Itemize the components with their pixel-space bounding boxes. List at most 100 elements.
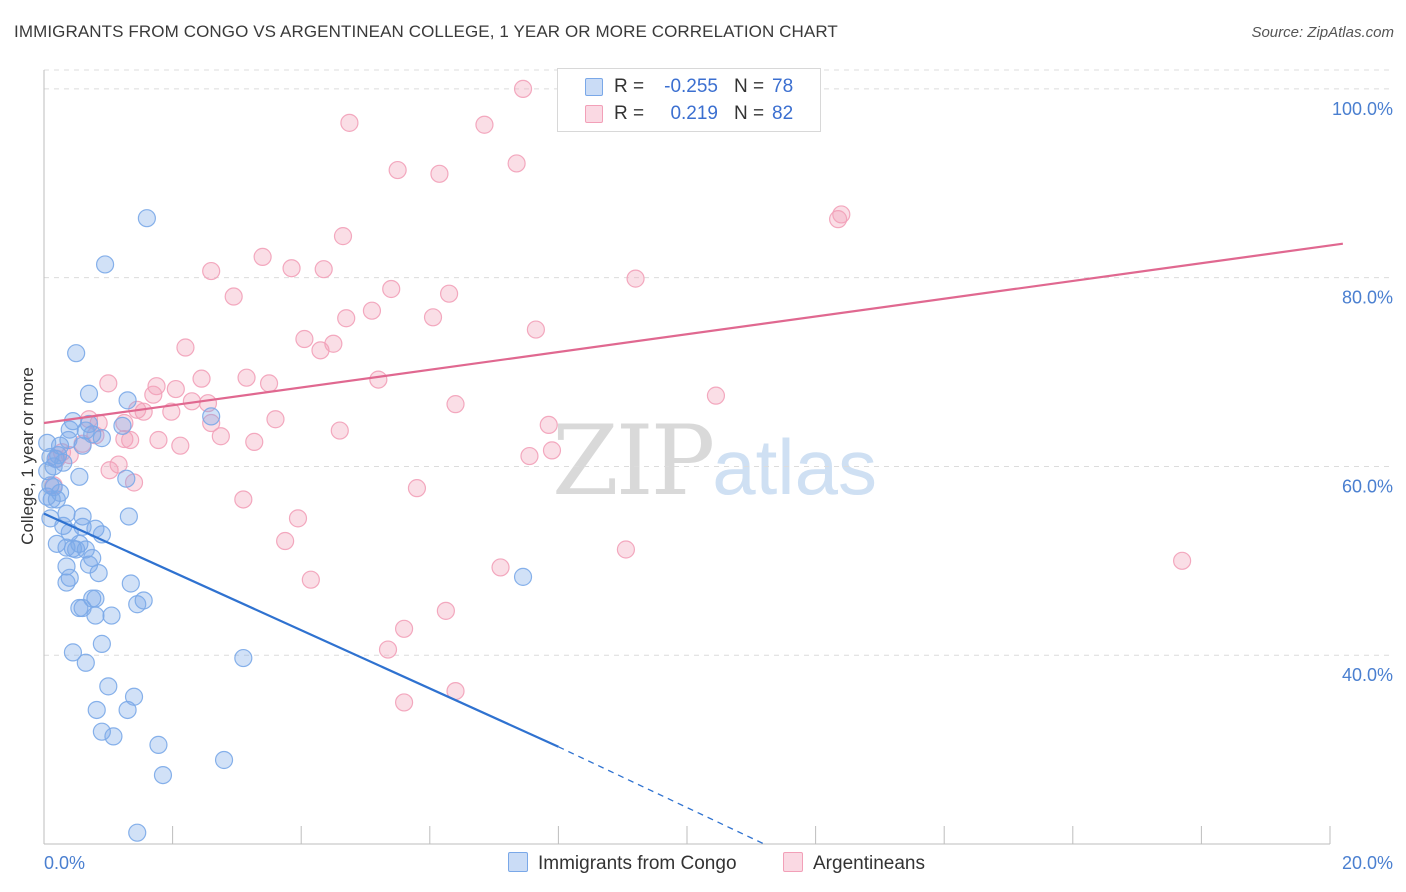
data-point-congo: [57, 573, 76, 592]
bottom-legend-congo[interactable]: Immigrants from Congo: [508, 852, 737, 878]
data-point-argentineans: [369, 370, 388, 389]
data-point-argentineans: [362, 301, 382, 320]
data-point-argentineans: [79, 410, 99, 429]
legend-row-congo: R = -0.255 N = 78: [558, 73, 820, 101]
data-point-congo: [73, 507, 92, 526]
data-point-congo: [113, 416, 132, 435]
data-point-congo: [86, 606, 105, 625]
data-point-argentineans: [134, 402, 153, 421]
data-point-argentineans: [202, 261, 221, 281]
trend-line-congo-extension: [558, 746, 765, 845]
data-point-argentineans: [237, 368, 256, 387]
data-point-congo: [102, 606, 121, 625]
data-point-congo: [92, 429, 111, 448]
data-point-argentineans: [202, 413, 221, 433]
data-point-argentineans: [311, 341, 330, 360]
data-point-argentineans: [333, 227, 353, 246]
series-congo: [38, 209, 533, 842]
data-point-argentineans: [616, 540, 636, 559]
data-point-congo: [87, 700, 106, 720]
data-point-argentineans: [121, 430, 140, 450]
data-point-argentineans: [513, 79, 533, 98]
data-point-argentineans: [832, 205, 851, 224]
data-point-congo: [117, 469, 136, 488]
legend-label-argentineans: Argentineans: [813, 853, 925, 874]
data-point-congo: [67, 344, 86, 363]
legend-swatch-argentineans: [585, 105, 603, 123]
y-tick-label: 100.0%: [1332, 99, 1393, 119]
data-point-congo: [70, 534, 89, 553]
data-point-argentineans: [144, 385, 163, 404]
data-point-argentineans: [378, 640, 398, 659]
data-point-congo: [42, 490, 61, 509]
data-point-argentineans: [337, 309, 356, 328]
data-point-argentineans: [100, 461, 119, 480]
bottom-legend-argentineans[interactable]: Argentineans: [783, 852, 925, 878]
data-point-congo: [63, 643, 83, 662]
data-point-argentineans: [115, 429, 134, 449]
data-point-argentineans: [539, 415, 558, 435]
data-point-argentineans: [115, 413, 134, 433]
data-point-argentineans: [394, 619, 414, 638]
axes: [43, 70, 1331, 845]
data-point-argentineans: [436, 601, 455, 620]
data-point-argentineans: [394, 693, 414, 712]
data-point-congo: [92, 722, 111, 741]
data-point-argentineans: [388, 160, 407, 180]
data-point-argentineans: [475, 115, 494, 134]
legend-swatch-congo: [585, 78, 603, 96]
data-point-argentineans: [266, 410, 285, 429]
data-point-argentineans: [234, 490, 253, 509]
data-point-congo: [47, 490, 66, 509]
data-point-argentineans: [276, 531, 295, 551]
data-point-congo: [73, 436, 92, 455]
data-point-congo: [99, 677, 118, 696]
data-point-congo: [202, 407, 221, 426]
data-point-argentineans: [295, 329, 314, 349]
data-point-congo: [128, 595, 147, 614]
x-tick-label: 0.0%: [44, 853, 85, 873]
data-point-congo: [128, 823, 147, 842]
data-point-argentineans: [253, 247, 272, 266]
y-tick-label: 40.0%: [1342, 665, 1393, 685]
legend-row-argentineans: R = 0.219 N = 82: [558, 100, 820, 128]
watermark-atlas: atlas: [712, 423, 877, 511]
tick-labels: 40.0% 60.0% 80.0% 100.0% 0.0% 20.0%: [44, 99, 1393, 873]
y-tick-label: 80.0%: [1342, 288, 1393, 308]
data-point-congo: [121, 574, 140, 593]
data-point-argentineans: [166, 379, 185, 399]
gridlines: [44, 69, 1392, 656]
data-point-argentineans: [245, 432, 264, 451]
data-point-argentineans: [288, 509, 308, 528]
data-point-argentineans: [314, 260, 333, 279]
legend-r-value: -0.255: [664, 76, 718, 97]
data-point-congo: [234, 648, 253, 668]
data-point-argentineans: [507, 154, 526, 173]
data-point-argentineans: [542, 441, 562, 460]
data-point-argentineans: [491, 558, 510, 577]
data-point-argentineans: [526, 320, 545, 339]
data-point-argentineans: [439, 284, 459, 303]
source-label[interactable]: Source: ZipAtlas.com: [1251, 24, 1394, 41]
watermark: ZIPatlas: [552, 405, 877, 517]
data-point-argentineans: [407, 479, 427, 498]
data-point-congo: [54, 453, 73, 472]
legend-r-label: R =: [614, 76, 645, 97]
data-point-argentineans: [282, 259, 301, 278]
data-point-argentineans: [162, 402, 181, 421]
data-point-congo: [70, 467, 89, 486]
data-point-argentineans: [176, 338, 195, 357]
data-point-argentineans: [301, 570, 320, 589]
data-point-argentineans: [430, 164, 449, 183]
y-tick-label: 60.0%: [1342, 476, 1393, 496]
data-point-congo: [118, 391, 137, 410]
legend-label-congo: Immigrants from Congo: [538, 853, 737, 874]
legend-n-label: N =: [734, 76, 765, 97]
data-point-argentineans: [446, 395, 465, 414]
data-point-congo: [214, 750, 234, 770]
data-point-argentineans: [340, 113, 359, 132]
data-point-argentineans: [259, 374, 279, 393]
data-point-congo: [153, 765, 173, 785]
data-point-argentineans: [192, 369, 211, 388]
